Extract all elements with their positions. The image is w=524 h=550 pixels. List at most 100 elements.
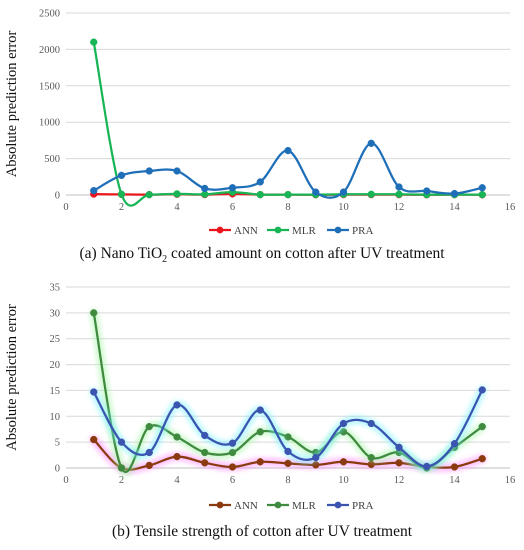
chart-b-legend-mlr-label: MLR bbox=[292, 500, 317, 512]
chart-b-series-mlr-point bbox=[284, 433, 292, 441]
chart-a-xtick-label: 8 bbox=[285, 202, 290, 213]
chart-a-ytick-label: 1500 bbox=[39, 81, 60, 92]
chart-b-series-ann-point bbox=[478, 455, 486, 463]
caption-a-subscript: 2 bbox=[162, 254, 168, 266]
chart-b-series-pra-point bbox=[228, 439, 237, 447]
chart-a-series-pra-point bbox=[145, 167, 153, 175]
chart-a-series-pra-point bbox=[450, 189, 459, 198]
chart-b-series-ann-point bbox=[284, 459, 292, 467]
chart-a-series-pra-point bbox=[423, 187, 431, 195]
chart-b-xtick-label: 10 bbox=[338, 475, 349, 486]
chart-a-series-pra-point bbox=[117, 171, 126, 179]
chart-a-series-pra-point bbox=[339, 188, 348, 196]
chart-b-xtick-label: 2 bbox=[119, 475, 124, 486]
chart-b-legend-mlr-marker bbox=[274, 501, 282, 509]
chart-a-series-mlr-point bbox=[173, 190, 181, 198]
chart-a-xtick-label: 6 bbox=[230, 202, 235, 213]
chart-a-series-mlr-point bbox=[90, 38, 98, 46]
chart-b-xtick-label: 14 bbox=[449, 475, 460, 486]
chart-b-xtick-label: 6 bbox=[230, 475, 235, 486]
chart-b-series-mlr-point bbox=[256, 428, 264, 436]
chart-b-series-pra-point bbox=[312, 454, 320, 462]
chart-a-xtick-label: 10 bbox=[338, 202, 349, 213]
chart-b-series-pra-point bbox=[90, 388, 98, 396]
chart-b-xtick-label: 0 bbox=[63, 475, 68, 486]
chart-b-xtick-label: 4 bbox=[174, 475, 180, 486]
chart-a-y-axis-label: Absolute prediction error bbox=[4, 31, 20, 178]
caption-a: (a) Nano TiO2 coated amount on cotton af… bbox=[0, 245, 524, 265]
chart-b-series-ann-point bbox=[450, 463, 459, 471]
chart-b-series-pra-point bbox=[367, 419, 375, 428]
chart-b-series-pra-point bbox=[284, 447, 292, 456]
chart-a-series-pra-point bbox=[395, 183, 403, 191]
chart-b-series-ann-point bbox=[173, 452, 181, 461]
chart-b-legend-pra-label: PRA bbox=[352, 500, 373, 512]
chart-a-xtick-label: 16 bbox=[505, 202, 516, 213]
chart-b-legend-ann-marker bbox=[216, 501, 224, 509]
chart-a-legend-ann-marker bbox=[216, 226, 224, 234]
chart-a-series-mlr-point bbox=[284, 190, 292, 199]
chart-a-series-pra-point bbox=[90, 186, 98, 195]
chart-b-ytick-label: 30 bbox=[50, 308, 61, 319]
chart-a-xtick-label: 4 bbox=[174, 202, 180, 213]
chart-b-series-ann-point bbox=[395, 459, 403, 467]
chart-a: 0 500 1000 1500 2000 2500 0 2 4 6 8 10 12 14 16 Absolut… bbox=[4, 9, 515, 237]
chart-b-ytick-label: 20 bbox=[50, 360, 61, 371]
chart-a-ytick-label: 1000 bbox=[39, 118, 60, 129]
chart-a-series-pra-point bbox=[367, 139, 375, 147]
chart-b-ytick-label: 0 bbox=[55, 464, 60, 475]
caption-a-prefix: (a) Nano TiO bbox=[79, 245, 163, 262]
chart-b-series-mlr-point bbox=[367, 454, 375, 462]
chart-a-xtick-label: 12 bbox=[394, 202, 405, 213]
chart-a-ytick-label: 2500 bbox=[39, 9, 60, 20]
chart-b-legend-ann-label: ANN bbox=[234, 500, 258, 512]
chart-a-xtick-label: 0 bbox=[63, 202, 68, 213]
chart-b-series-mlr-point bbox=[478, 422, 486, 431]
chart-a-legend-ann-label: ANN bbox=[234, 225, 258, 237]
chart-b-xtick-label: 12 bbox=[394, 475, 405, 486]
chart-b-ytick-label: 25 bbox=[50, 334, 61, 345]
caption-b: (b) Tensile strength of cotton after UV … bbox=[111, 523, 413, 540]
chart-a-ytick-label: 500 bbox=[44, 154, 60, 165]
chart-b: 0 5 10 15 20 25 30 35 0 2 4 6 8 10 12 14 16 Absolute pred… bbox=[4, 283, 515, 512]
chart-b-series-ann-point bbox=[90, 435, 98, 444]
chart-a-series-pra-point bbox=[228, 184, 237, 192]
chart-b-ytick-label: 5 bbox=[55, 438, 60, 449]
chart-b-xtick-label: 16 bbox=[505, 475, 516, 486]
chart-a-series-pra-point bbox=[201, 184, 209, 193]
chart-a-ytick-label: 0 bbox=[55, 191, 60, 202]
chart-b-y-axis-label: Absolute prediction error bbox=[4, 304, 20, 451]
chart-a-series-pra-point bbox=[312, 188, 320, 196]
chart-b-series-pra-point bbox=[201, 431, 209, 440]
chart-b-series-pra-point bbox=[395, 443, 403, 451]
chart-b-series-mlr-point bbox=[228, 448, 237, 457]
chart-a-series-mlr-point bbox=[395, 190, 403, 198]
chart-a-series-mlr-point bbox=[117, 190, 126, 198]
chart-a-xtick-label: 14 bbox=[449, 202, 460, 213]
chart-a-series-pra-point bbox=[256, 178, 264, 186]
chart-b-series-pra-point bbox=[173, 401, 181, 409]
chart-a-series-mlr-point bbox=[256, 190, 264, 199]
chart-a-legend-mlr-label: MLR bbox=[292, 225, 317, 237]
chart-b-series-pra-point bbox=[478, 386, 486, 394]
chart-b-series-mlr-point bbox=[145, 422, 153, 431]
chart-b-ytick-label: 15 bbox=[50, 386, 61, 397]
chart-a-series-mlr-line bbox=[92, 41, 483, 207]
chart-b-xtick-label: 8 bbox=[285, 475, 290, 486]
chart-b-series-pra-point bbox=[423, 462, 431, 471]
chart-b-series-pra-point bbox=[256, 406, 264, 414]
chart-a-xtick-label: 2 bbox=[119, 202, 124, 213]
chart-b-series-mlr-point bbox=[117, 464, 126, 472]
chart-b-ytick-label: 10 bbox=[50, 412, 61, 423]
chart-b-ytick-label: 35 bbox=[50, 283, 61, 294]
chart-b-series-mlr-point bbox=[201, 448, 209, 457]
chart-b-series-ann-point bbox=[339, 458, 348, 466]
chart-a-series-mlr-point bbox=[145, 190, 153, 199]
chart-b-series-pra-point bbox=[339, 419, 348, 428]
chart-b-series-ann-point bbox=[201, 459, 209, 467]
chart-b-series-ann-point bbox=[256, 458, 264, 466]
chart-a-series-mlr-point bbox=[478, 190, 486, 199]
chart-a-ytick-label: 2000 bbox=[39, 45, 60, 56]
chart-b-series-pra-point bbox=[117, 438, 126, 446]
